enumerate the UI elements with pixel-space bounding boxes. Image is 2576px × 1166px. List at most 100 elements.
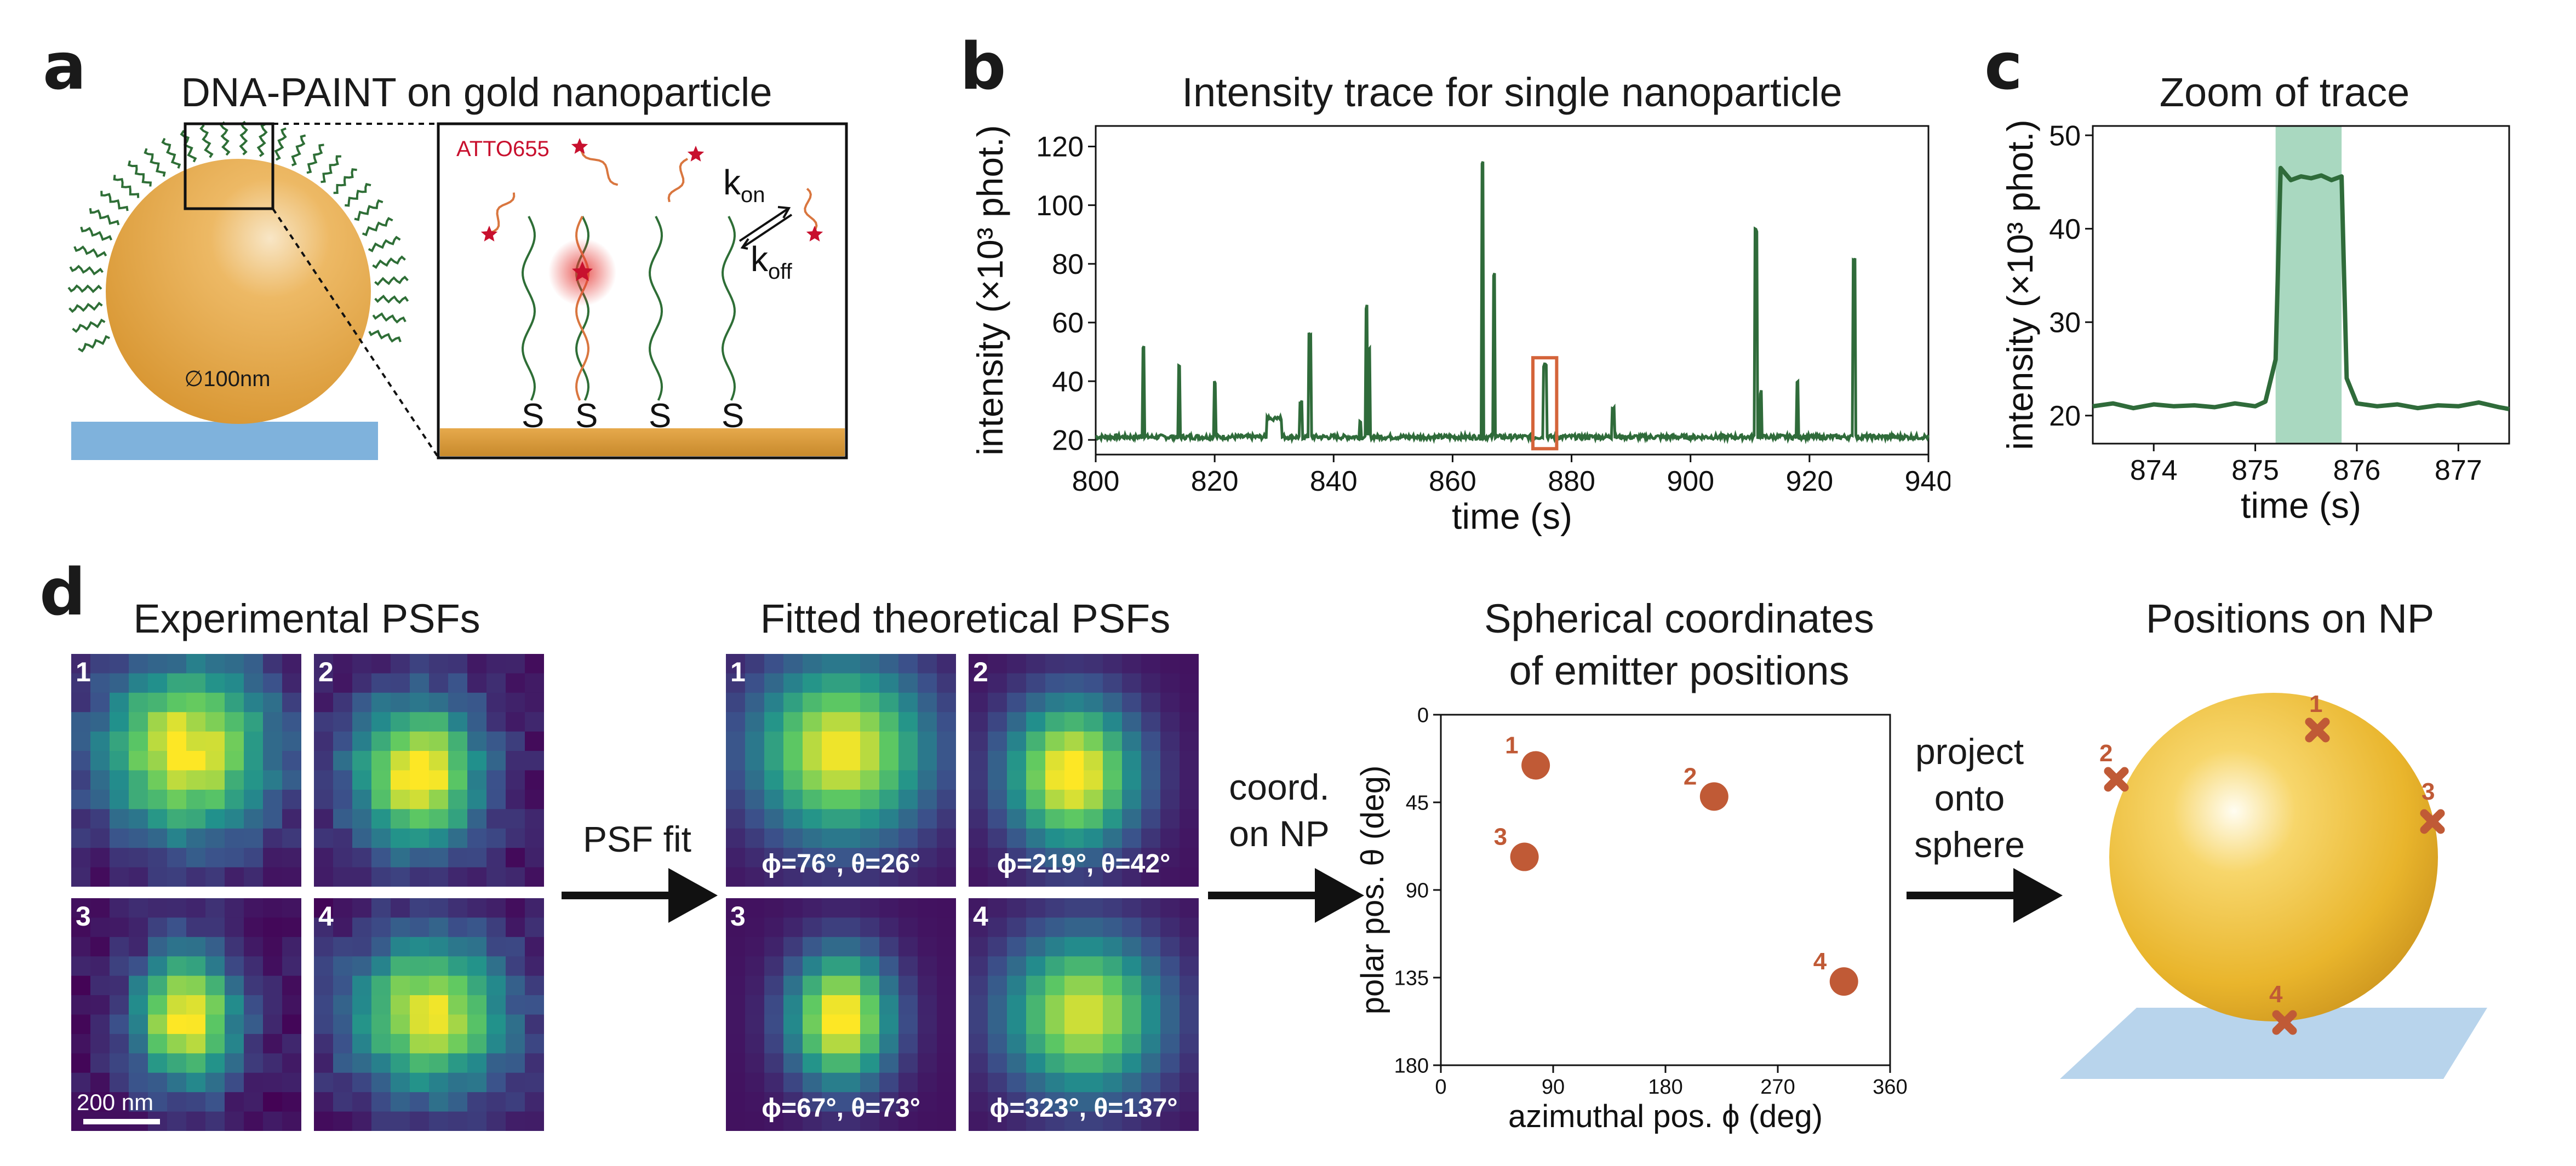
dna-strand — [73, 245, 107, 258]
psf-pixel — [448, 809, 468, 829]
psf-pixel — [110, 848, 129, 868]
psf-pixel — [1045, 828, 1065, 848]
gold-surface — [440, 428, 845, 456]
psf-pixel — [333, 673, 353, 693]
psf-pixel — [167, 975, 187, 996]
dna-strand — [72, 318, 106, 333]
psf-pixel — [90, 731, 110, 751]
psf-pixel — [410, 731, 430, 751]
psf-pixel — [148, 1072, 168, 1093]
psf-pixel — [898, 770, 918, 790]
psf-pixel — [314, 828, 334, 848]
tile-number: 1 — [730, 657, 746, 687]
psf-pixel — [148, 1053, 168, 1073]
psf-pixel — [263, 1111, 283, 1131]
psf-pixel — [467, 917, 487, 938]
psf-pixel — [448, 898, 468, 918]
fit-psf-1: 1 ϕ=76°, θ=26° — [726, 654, 956, 887]
psf-pixel — [467, 995, 487, 1015]
psf-pixel — [745, 828, 765, 848]
psf-pixel — [244, 809, 264, 829]
psf-pixel — [71, 1092, 91, 1112]
psf-pixel — [391, 828, 410, 848]
psf-pixel — [371, 956, 391, 977]
psf-pixel — [841, 848, 861, 868]
psf-pixel — [263, 956, 283, 977]
psf-pixel — [969, 1092, 988, 1112]
psf-pixel — [167, 1033, 187, 1054]
psf-pixel — [1084, 917, 1103, 938]
psf-pixel — [244, 867, 264, 887]
psf-pixel — [1084, 770, 1103, 790]
psf-pixel — [1141, 712, 1161, 732]
psf-pixel — [314, 692, 334, 713]
psf-pixel — [110, 1092, 129, 1112]
psf-pixel — [333, 654, 353, 674]
psf-pixel — [244, 1072, 264, 1093]
psf-pixel — [467, 751, 487, 771]
psf-pixel — [1103, 712, 1123, 732]
psf-pixel — [282, 848, 301, 868]
psf-pixel — [352, 1033, 372, 1054]
psf-pixel — [314, 1111, 334, 1131]
x-tick-label: 920 — [1785, 466, 1833, 497]
y-tick-label: 45 — [1406, 791, 1429, 814]
psf-pixel — [860, 1014, 880, 1035]
psf-pixel — [898, 995, 918, 1015]
dna-strand — [89, 208, 120, 226]
psf-pixel — [1026, 1014, 1046, 1035]
psf-pixel — [525, 975, 544, 996]
psf-pixel — [918, 898, 937, 918]
psf-pixel — [486, 995, 506, 1015]
psf-pixel — [467, 673, 487, 693]
psf-pixel — [1122, 770, 1142, 790]
psf-pixel — [745, 1111, 765, 1131]
psf-pixel — [1122, 975, 1142, 996]
psf-pixel — [764, 995, 784, 1015]
psf-pixel — [90, 848, 110, 868]
psf-pixel — [467, 898, 487, 918]
psf-pixel — [1141, 789, 1161, 809]
psf-pixel — [90, 809, 110, 829]
dye-star — [687, 146, 705, 162]
psf-pixel — [525, 1072, 544, 1093]
psf-pixel — [506, 654, 525, 674]
psf-pixel — [1007, 809, 1027, 829]
psf-pixel — [506, 692, 525, 713]
psf-pixel — [1141, 731, 1161, 751]
psf-pixel — [186, 770, 206, 790]
psf-pixel — [764, 828, 784, 848]
psf-pixel — [90, 712, 110, 732]
psf-pixel — [371, 917, 391, 938]
psf-pixel — [803, 828, 822, 848]
psf-pixel — [506, 809, 525, 829]
psf-pixel — [448, 731, 468, 751]
psf-pixel — [371, 1092, 391, 1112]
psf-pixel — [71, 731, 91, 751]
psf-pixel — [1103, 751, 1123, 771]
psf-pixel — [167, 731, 187, 751]
psf-pixel — [1122, 1072, 1142, 1093]
psf-pixel — [1064, 1033, 1084, 1054]
psf-pixel — [822, 848, 842, 868]
psf-pixel — [167, 995, 187, 1015]
psf-pixel — [429, 789, 449, 809]
psf-pixel — [1160, 898, 1180, 918]
psf-pixel — [448, 1053, 468, 1073]
psf-pixel — [1045, 975, 1065, 996]
psf-pixel — [879, 731, 899, 751]
psf-pixel — [783, 731, 803, 751]
psf-pixel — [988, 937, 1007, 957]
psf-pixel — [333, 731, 353, 751]
psf-pixel — [205, 654, 225, 674]
psf-pixel — [937, 1014, 956, 1035]
psf-pixel — [745, 1072, 765, 1093]
psf-pixel — [1122, 1014, 1142, 1035]
psf-pixel — [448, 937, 468, 957]
x-tick-label: 90 — [1542, 1076, 1565, 1099]
psf-pixel — [129, 1033, 148, 1054]
psf-pixel — [525, 1092, 544, 1112]
psf-pixel — [506, 1092, 525, 1112]
psf-pixel — [803, 712, 822, 732]
psf-pixel — [467, 1033, 487, 1054]
